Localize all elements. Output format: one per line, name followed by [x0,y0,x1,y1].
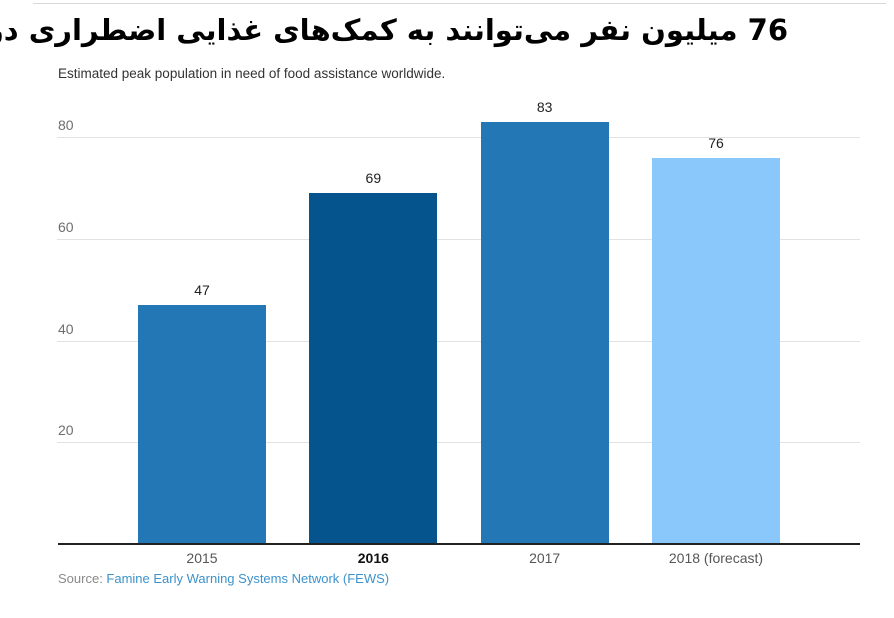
gridline-20 [57,442,860,444]
source-line: Source: Famine Early Warning Systems Net… [58,571,389,586]
value-label-2018 (forecast): 76 [708,134,724,151]
bar-2017 [480,121,609,544]
x-axis-line [58,543,860,545]
source-prefix: Source: [58,571,107,586]
gridline-80 [57,137,860,139]
x-axis-label-2017: 2017 [529,550,561,566]
chart-subtitle: Estimated peak population in need of foo… [58,66,446,81]
page-title: 76 میلیون نفر می‌توانند به کمک‌های غذایی… [0,13,788,47]
value-label-2016: 69 [365,170,382,187]
source-link[interactable]: Famine Early Warning Systems Network (FE… [106,571,390,586]
y-tick-label-20: 20 [58,422,74,439]
value-label-2017: 83 [536,98,553,115]
x-axis-label-2016: 2016 [357,550,389,566]
gridline-40 [57,340,860,342]
y-tick-label-40: 40 [58,320,74,337]
x-axis-label-2015: 2015 [186,550,218,566]
y-tick-label-60: 60 [58,218,74,235]
bar-2018 (forecast) [651,157,780,544]
bar-2015 [138,305,266,544]
bar-2016 [309,193,438,544]
value-label-2015: 47 [194,282,210,298]
top-divider [33,3,886,4]
x-axis-label-2018 (forecast): 2018 (forecast) [668,550,764,566]
gridline-60 [57,238,860,240]
y-tick-label-80: 80 [58,117,74,134]
